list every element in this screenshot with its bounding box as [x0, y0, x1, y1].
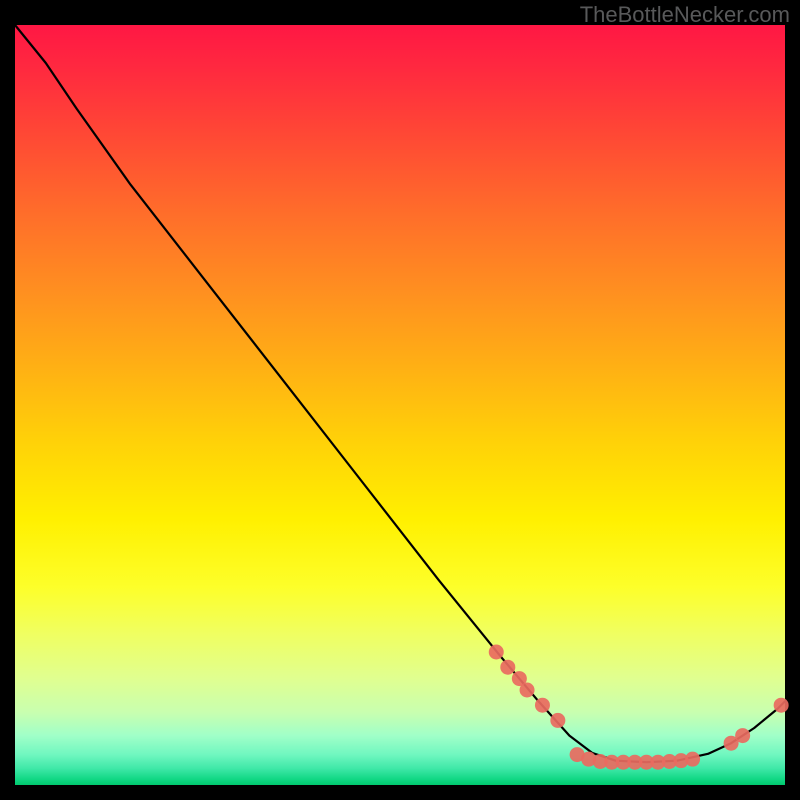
- data-marker: [735, 728, 750, 743]
- watermark-text: TheBottleNecker.com: [580, 2, 790, 28]
- data-marker: [535, 698, 550, 713]
- data-marker: [520, 683, 535, 698]
- bottleneck-curve-chart: [0, 0, 800, 800]
- chart-container: { "watermark": { "text": "TheBottleNecke…: [0, 0, 800, 800]
- plot-background: [15, 25, 785, 785]
- data-marker: [550, 713, 565, 728]
- data-marker: [500, 660, 515, 675]
- data-marker: [774, 698, 789, 713]
- data-marker: [489, 645, 504, 660]
- data-marker: [685, 752, 700, 767]
